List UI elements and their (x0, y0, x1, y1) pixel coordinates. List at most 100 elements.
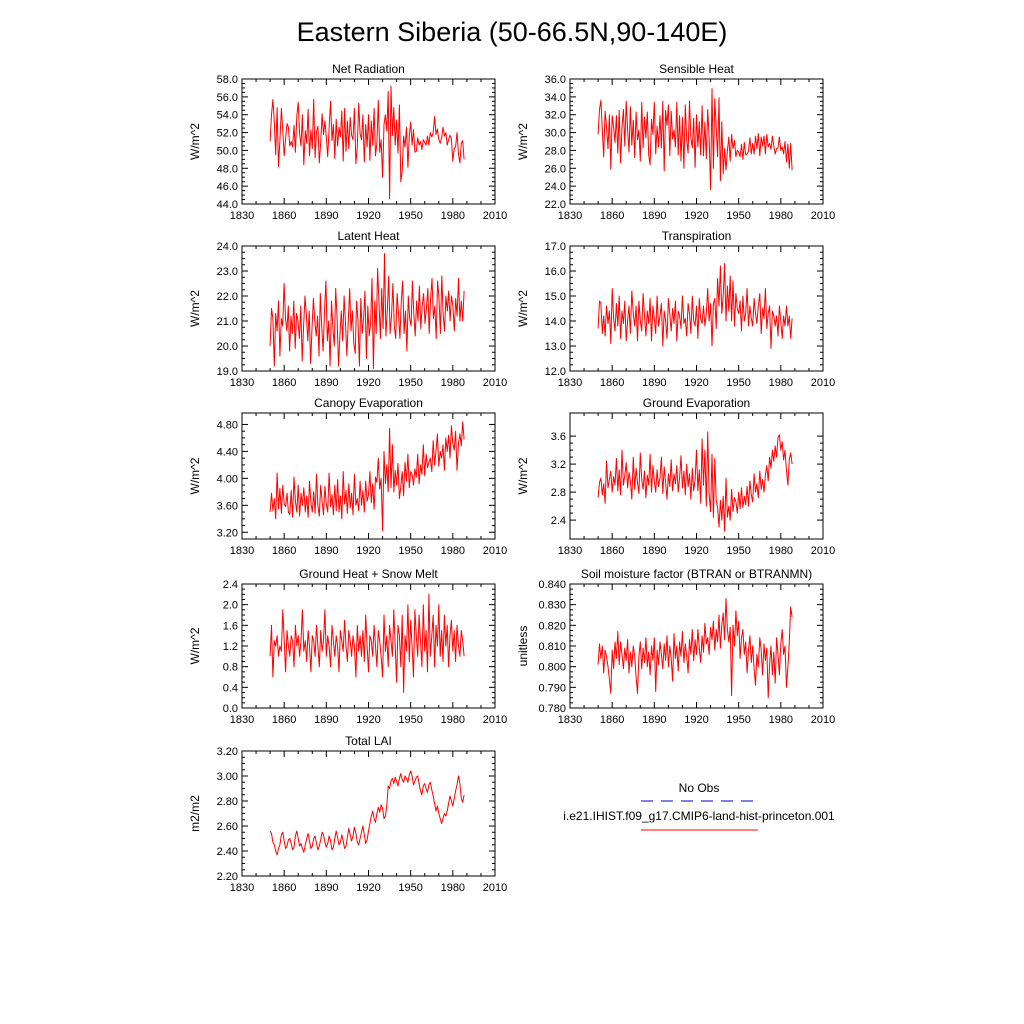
latent-heat-panel-title: Latent Heat (337, 229, 400, 243)
net-radiation-x-tick-label: 1890 (314, 210, 338, 222)
soil-moisture-factor-y-tick-label: 0.800 (538, 662, 566, 674)
total-lai-x-tick-label: 1950 (398, 882, 422, 894)
latent-heat-y-tick-label: 22.0 (217, 291, 238, 303)
net-radiation-x-tick-label: 1830 (230, 210, 254, 222)
latent-heat-y-tick-label: 21.0 (217, 316, 238, 328)
soil-moisture-factor-y-tick-label: 0.840 (538, 579, 566, 591)
total-lai-x-tick-label: 1890 (314, 882, 338, 894)
total-lai-y-tick-label: 2.40 (217, 846, 238, 858)
ground-evaporation-plot-frame (569, 412, 824, 540)
soil-moisture-factor-y-tick-label: 0.810 (538, 641, 566, 653)
ground-evaporation-panel-title: Ground Evaporation (643, 396, 750, 410)
ground-heat-snow-melt-panel-title: Ground Heat + Snow Melt (299, 567, 438, 581)
ground-evaporation-y-tick-label: 2.4 (551, 515, 566, 527)
net-radiation-y-tick-label: 56.0 (217, 92, 238, 104)
soil-moisture-factor-x-tick-label: 1950 (726, 714, 750, 726)
total-lai-y-axis-label: m2/m2 (188, 795, 202, 832)
ground-heat-snow-melt-y-tick-label: 0.4 (223, 682, 238, 694)
latent-heat-x-tick-label: 1890 (314, 377, 338, 389)
net-radiation-x-tick-label: 1860 (272, 210, 296, 222)
sensible-heat-y-tick-label: 22.0 (545, 199, 566, 211)
total-lai-panel-title: Total LAI (345, 734, 392, 748)
canopy-evaporation-x-tick-label: 1830 (230, 545, 254, 557)
canopy-evaporation-x-tick-label: 1950 (398, 545, 422, 557)
ground-evaporation-x-tick-label: 1860 (600, 545, 624, 557)
sensible-heat-y-tick-label: 30.0 (545, 128, 566, 140)
ground-heat-snow-melt-y-tick-label: 1.6 (223, 620, 238, 632)
ground-heat-snow-melt-x-tick-label: 1920 (356, 714, 380, 726)
transpiration-x-tick-label: 1980 (769, 377, 793, 389)
canopy-evaporation-x-tick-label: 1920 (356, 545, 380, 557)
transpiration-y-tick-label: 15.0 (545, 291, 566, 303)
transpiration-x-tick-label: 1860 (600, 377, 624, 389)
canopy-evaporation-y-axis-label: W/m^2 (188, 457, 202, 494)
ground-heat-snow-melt-y-tick-label: 2.4 (223, 579, 238, 591)
latent-heat-y-axis-label: W/m^2 (188, 290, 202, 327)
canopy-evaporation-y-tick-label: 3.20 (217, 527, 238, 539)
ground-evaporation-x-tick-label: 1830 (558, 545, 582, 557)
net-radiation-y-tick-label: 46.0 (217, 181, 238, 193)
total-lai-x-tick-label: 2010 (483, 882, 507, 894)
sensible-heat-y-tick-label: 24.0 (545, 181, 566, 193)
canopy-evaporation-panel-title: Canopy Evaporation (314, 396, 423, 410)
net-radiation-x-tick-label: 1920 (356, 210, 380, 222)
ground-heat-snow-melt-y-tick-label: 1.2 (223, 641, 238, 653)
latent-heat-y-tick-label: 19.0 (217, 366, 238, 378)
total-lai-x-tick-label: 1830 (230, 882, 254, 894)
panel-latent-heat: 1830 1860 1890 1920 1950 1980 2010 19.0 20.0 21.0… (188, 229, 507, 389)
net-radiation-y-tick-label: 54.0 (217, 110, 238, 122)
sensible-heat-series-line (597, 88, 793, 191)
canopy-evaporation-y-tick-label: 4.80 (217, 419, 238, 431)
canopy-evaporation-x-tick-label: 2010 (483, 545, 507, 557)
legend: No Obs i.e21.IHIST.f09_g17.CMIP6-land-hi… (563, 781, 835, 831)
sensible-heat-x-tick-label: 1950 (726, 210, 750, 222)
total-lai-y-tick-label: 3.00 (217, 771, 238, 783)
net-radiation-y-tick-label: 52.0 (217, 128, 238, 140)
net-radiation-x-tick-label: 1950 (398, 210, 422, 222)
ground-heat-snow-melt-y-tick-label: 0.8 (223, 662, 238, 674)
latent-heat-series-line (269, 253, 465, 369)
net-radiation-y-tick-label: 44.0 (217, 199, 238, 211)
transpiration-y-tick-label: 12.0 (545, 366, 566, 378)
latent-heat-x-tick-label: 1920 (356, 377, 380, 389)
sensible-heat-panel-title: Sensible Heat (659, 62, 734, 76)
net-radiation-x-tick-label: 1980 (441, 210, 465, 222)
sensible-heat-y-tick-label: 26.0 (545, 163, 566, 175)
figure-title: Eastern Siberia (50-66.5N,90-140E) (297, 17, 728, 47)
ground-heat-snow-melt-x-tick-label: 1890 (314, 714, 338, 726)
total-lai-y-tick-label: 2.60 (217, 821, 238, 833)
canopy-evaporation-x-tick-label: 1860 (272, 545, 296, 557)
latent-heat-x-tick-label: 2010 (483, 377, 507, 389)
canopy-evaporation-x-tick-label: 1980 (441, 545, 465, 557)
soil-moisture-factor-y-tick-label: 0.790 (538, 682, 566, 694)
soil-moisture-factor-y-tick-label: 0.780 (538, 703, 566, 715)
sensible-heat-y-tick-label: 36.0 (545, 74, 566, 86)
canopy-evaporation-y-tick-label: 3.60 (217, 500, 238, 512)
latent-heat-x-tick-label: 1980 (441, 377, 465, 389)
ground-evaporation-x-tick-label: 1890 (642, 545, 666, 557)
panel-transpiration: 1830 1860 1890 1920 1950 1980 2010 12.0 13.0 14.0… (516, 229, 835, 389)
soil-moisture-factor-series-line (597, 598, 793, 699)
ground-evaporation-x-tick-label: 2010 (811, 545, 835, 557)
ground-heat-snow-melt-y-tick-label: 0.0 (223, 703, 238, 715)
sensible-heat-y-axis-label: W/m^2 (516, 123, 530, 160)
canopy-evaporation-series-line (269, 421, 465, 532)
transpiration-y-tick-label: 14.0 (545, 316, 566, 328)
transpiration-panel-title: Transpiration (662, 229, 732, 243)
ground-heat-snow-melt-y-tick-label: 2.0 (223, 600, 238, 612)
ground-heat-snow-melt-y-axis-label: W/m^2 (188, 627, 202, 664)
ground-evaporation-y-tick-label: 3.6 (551, 431, 566, 443)
total-lai-y-tick-label: 2.20 (217, 871, 238, 883)
transpiration-y-tick-label: 16.0 (545, 266, 566, 278)
total-lai-x-tick-label: 1860 (272, 882, 296, 894)
latent-heat-x-tick-label: 1860 (272, 377, 296, 389)
legend-model-label: i.e21.IHIST.f09_g17.CMIP6-land-hist-prin… (563, 809, 835, 823)
ground-heat-snow-melt-x-tick-label: 2010 (483, 714, 507, 726)
sensible-heat-x-tick-label: 1980 (769, 210, 793, 222)
sensible-heat-y-tick-label: 34.0 (545, 92, 566, 104)
ground-evaporation-y-tick-label: 3.2 (551, 459, 566, 471)
canopy-evaporation-y-tick-label: 4.00 (217, 473, 238, 485)
soil-moisture-factor-panel-title: Soil moisture factor (BTRAN or BTRANMN) (581, 567, 812, 581)
legend-obs-label: No Obs (679, 781, 720, 795)
